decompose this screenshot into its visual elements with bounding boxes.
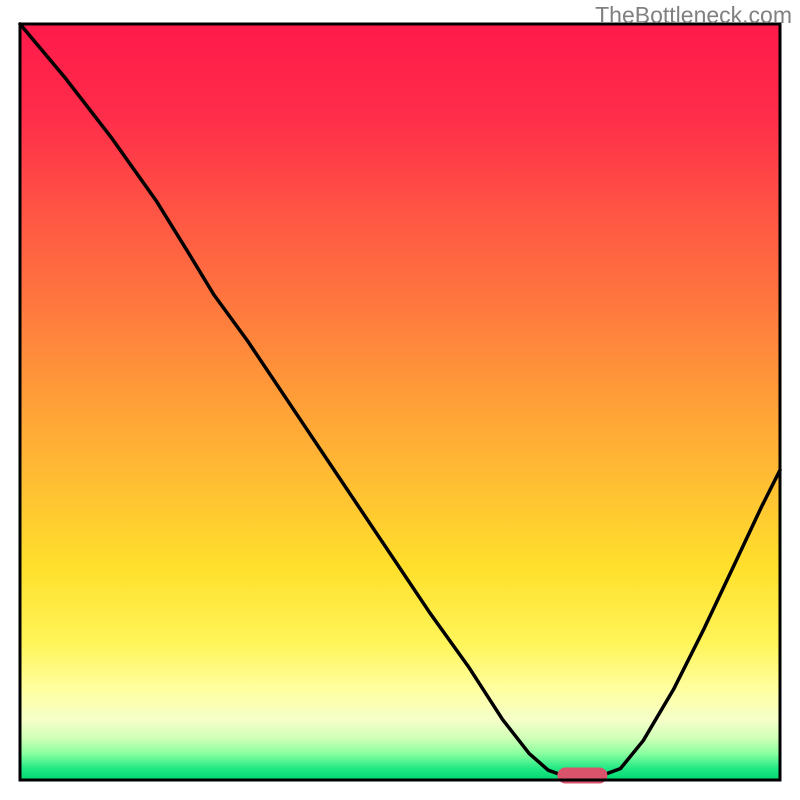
chart-root: TheBottleneck.com: [0, 0, 800, 800]
chart-svg: [0, 0, 800, 800]
plot-background: [20, 24, 780, 780]
watermark-text: TheBottleneck.com: [595, 2, 792, 29]
